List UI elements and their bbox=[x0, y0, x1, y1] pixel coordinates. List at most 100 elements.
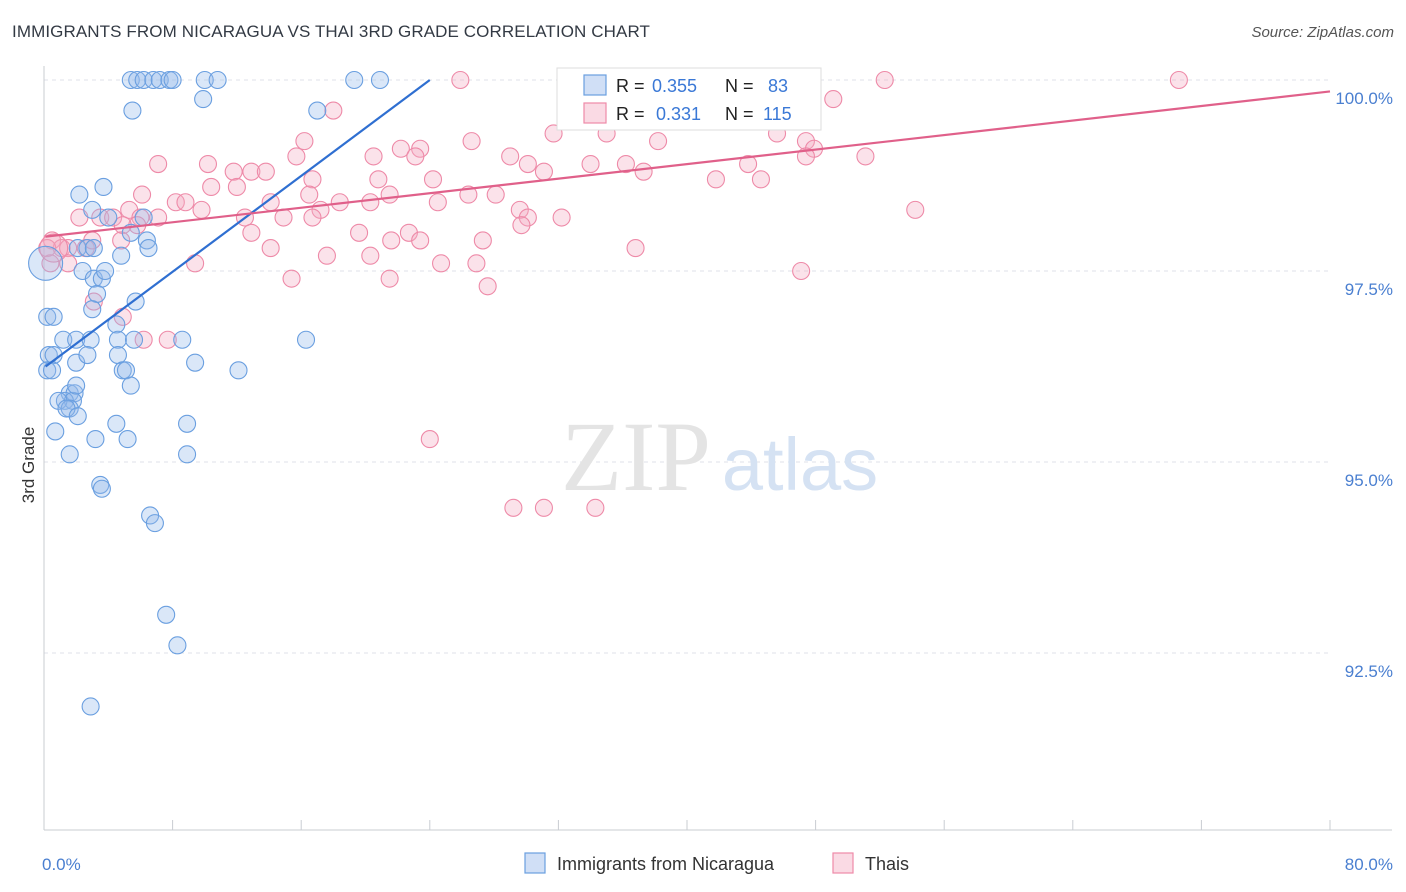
watermark-atlas: atlas bbox=[722, 423, 878, 506]
nicaragua-point bbox=[78, 239, 97, 258]
thais-point bbox=[300, 185, 319, 204]
stats-r-value: 0.331 bbox=[656, 104, 701, 124]
thais-point bbox=[428, 193, 447, 212]
thais-point bbox=[634, 162, 653, 181]
y-tick-label: 97.5% bbox=[1345, 280, 1393, 299]
chart-title: IMMIGRANTS FROM NICARAGUA VS THAI 3RD GR… bbox=[12, 22, 651, 41]
legend-swatch-thais bbox=[832, 852, 854, 874]
nicaragua-point bbox=[145, 514, 164, 533]
nicaragua-point bbox=[86, 430, 105, 449]
x-tick-label: 0.0% bbox=[42, 855, 81, 874]
stats-r-label: R = bbox=[616, 104, 645, 124]
nicaragua-point bbox=[195, 70, 214, 90]
thais-point bbox=[303, 208, 322, 227]
thais-point bbox=[751, 170, 770, 189]
thais-point bbox=[361, 246, 380, 265]
stats-swatch-blue bbox=[583, 74, 607, 96]
thais-point bbox=[906, 200, 925, 219]
source-note: Source: ZipAtlas.com bbox=[1251, 24, 1394, 41]
thais-point bbox=[224, 162, 243, 181]
legend-label-thais: Thais bbox=[865, 854, 909, 874]
thais-point bbox=[504, 498, 523, 517]
series-legend: Immigrants from Nicaragua Thais bbox=[524, 852, 909, 874]
thais-trend-line bbox=[45, 90, 1331, 238]
nicaragua-point bbox=[134, 208, 153, 227]
nicaragua-point bbox=[116, 361, 136, 380]
thais-point bbox=[423, 170, 443, 189]
nicaragua-point bbox=[123, 101, 142, 120]
thais-point bbox=[875, 70, 894, 90]
thais-point bbox=[382, 231, 401, 250]
thais-point bbox=[626, 239, 645, 258]
thais-point bbox=[534, 498, 553, 517]
thais-point bbox=[420, 430, 439, 449]
nicaragua-point bbox=[137, 231, 156, 250]
nicaragua-point bbox=[83, 200, 102, 219]
nicaragua-point bbox=[99, 208, 118, 227]
stats-r-value: 0.355 bbox=[652, 76, 697, 96]
nicaragua-point bbox=[139, 239, 158, 258]
thais-point bbox=[1169, 70, 1188, 90]
thais-point bbox=[369, 170, 388, 189]
thais-point bbox=[295, 132, 314, 151]
stats-n-label: N = bbox=[725, 104, 754, 124]
stats-legend: R = 0.355 N = 83 R = 0.331 N = 115 bbox=[556, 67, 822, 131]
nicaragua-trend-line bbox=[44, 79, 431, 368]
stats-n-value: 115 bbox=[763, 104, 792, 124]
nicaragua-point bbox=[296, 330, 316, 349]
thais-point bbox=[739, 154, 758, 174]
thais-point bbox=[581, 154, 600, 174]
nicaragua-point bbox=[38, 307, 57, 326]
thais-point bbox=[406, 147, 425, 166]
nicaragua-point bbox=[121, 70, 140, 90]
nicaragua-point bbox=[94, 177, 113, 197]
thais-point bbox=[552, 208, 571, 227]
thais-point bbox=[350, 223, 369, 242]
thais-point bbox=[462, 132, 481, 151]
thais-point bbox=[616, 154, 635, 174]
nicaragua-point bbox=[67, 376, 86, 395]
stats-legend-box bbox=[556, 67, 822, 131]
nicaragua-point bbox=[92, 479, 111, 498]
nicaragua-point bbox=[112, 246, 131, 265]
nicaragua-point bbox=[28, 245, 64, 281]
thais-point bbox=[59, 254, 78, 273]
nicaragua-point bbox=[370, 70, 390, 90]
nicaragua-point bbox=[54, 330, 73, 349]
nicaragua-point bbox=[42, 361, 62, 380]
nicaragua-point bbox=[178, 445, 197, 464]
stats-n-label: N = bbox=[725, 76, 754, 96]
nicaragua-point bbox=[67, 330, 86, 349]
nicaragua-point bbox=[84, 239, 103, 258]
thais-point bbox=[824, 90, 843, 109]
y-tick-label: 92.5% bbox=[1345, 662, 1393, 681]
thais-point bbox=[176, 193, 195, 212]
nicaragua-point bbox=[108, 345, 127, 365]
thais-point bbox=[202, 177, 221, 197]
thais-point bbox=[380, 269, 399, 288]
thais-point bbox=[282, 269, 301, 288]
nicaragua-point bbox=[128, 70, 147, 90]
stats-n-value: 83 bbox=[768, 76, 788, 96]
thais-point bbox=[261, 239, 280, 258]
thais-point bbox=[534, 162, 553, 181]
nicaragua-point bbox=[46, 422, 65, 441]
thais-point bbox=[133, 185, 152, 204]
thais-point bbox=[518, 208, 537, 227]
nicaragua-point bbox=[81, 697, 100, 716]
thais-point bbox=[411, 231, 430, 250]
thais-point bbox=[391, 139, 410, 158]
y-tick-label: 95.0% bbox=[1345, 471, 1393, 490]
thais-point bbox=[192, 200, 211, 219]
nicaragua-point bbox=[150, 70, 169, 90]
nicaragua-point bbox=[186, 353, 205, 372]
nicaragua-point bbox=[38, 361, 57, 380]
thais-point bbox=[317, 246, 336, 265]
thais-point bbox=[134, 330, 153, 349]
thais-point bbox=[451, 70, 470, 90]
thais-point bbox=[518, 154, 537, 174]
thais-point bbox=[361, 193, 380, 212]
thais-point bbox=[478, 277, 497, 296]
thais-point bbox=[274, 208, 293, 227]
